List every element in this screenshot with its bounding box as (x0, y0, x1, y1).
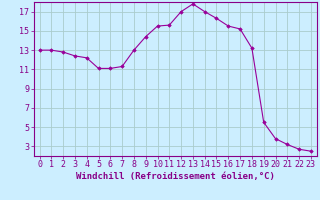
X-axis label: Windchill (Refroidissement éolien,°C): Windchill (Refroidissement éolien,°C) (76, 172, 275, 181)
